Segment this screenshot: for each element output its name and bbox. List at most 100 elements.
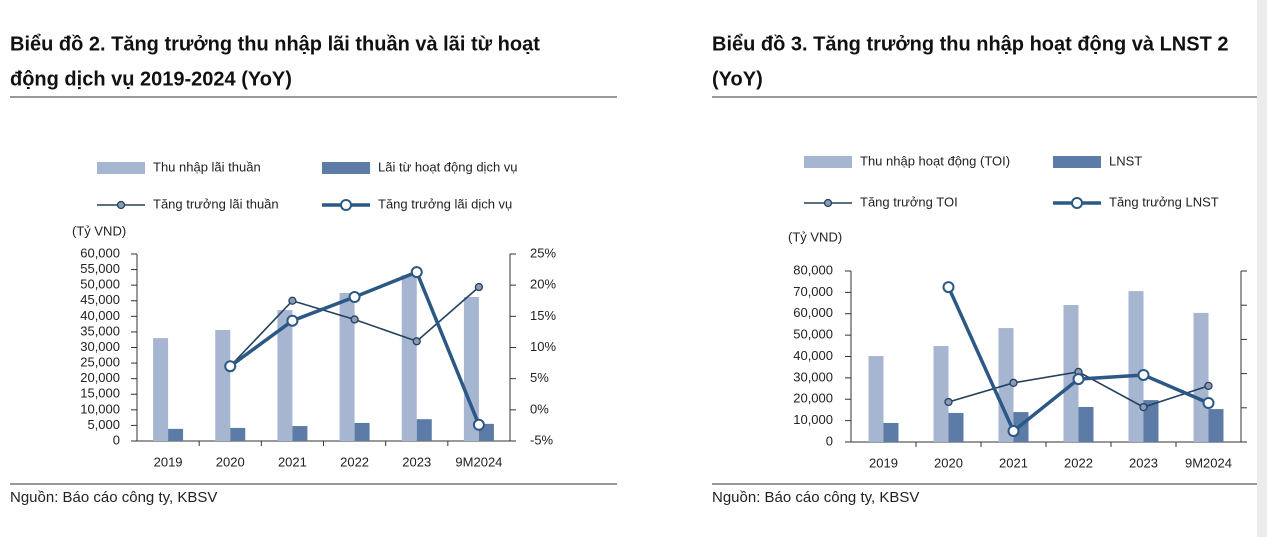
bar: [277, 310, 293, 441]
legend-label: Tăng trưởng TOI: [860, 194, 958, 209]
bar: [1128, 291, 1144, 442]
y-tick-label: 0: [113, 432, 120, 447]
chart-title: Biểu đồ 3. Tăng trưởng thu nhập hoạt độn…: [712, 33, 1228, 55]
bar: [948, 412, 964, 442]
y2-tick-label: 0%: [530, 401, 549, 416]
x-tick-label: 9M2024: [455, 454, 502, 469]
legend-marker: [340, 199, 352, 211]
bar: [1143, 400, 1159, 442]
x-tick-label: 2020: [934, 455, 963, 470]
y-tick-label: 70,000: [793, 284, 833, 299]
legend-swatch: [1053, 156, 1101, 168]
y-tick-label: 45,000: [80, 292, 120, 307]
line-marker: [944, 397, 953, 407]
bar: [339, 292, 355, 441]
bar: [215, 330, 231, 441]
y-tick-label: 55,000: [80, 261, 120, 276]
legend-label: Thu nhập lãi thuần: [153, 159, 261, 174]
y-tick-label: 40,000: [80, 308, 120, 323]
legend-label: Lãi từ hoạt động dịch vụ: [378, 159, 518, 174]
x-tick-label: 2020: [216, 454, 245, 469]
bar: [230, 427, 246, 441]
chart-title: động dịch vụ 2019-2024 (YoY): [10, 68, 292, 90]
legend-swatch: [804, 156, 852, 168]
y-tick-label: 50,000: [793, 327, 833, 342]
x-tick-label: 2019: [869, 455, 898, 470]
y2-tick-label: 5%: [530, 370, 549, 385]
line-marker: [1202, 397, 1215, 410]
legend-label: Tăng trưởng LNST: [1109, 194, 1219, 209]
x-tick-label: 2023: [1129, 455, 1158, 470]
source: Nguồn: Báo cáo công ty, KBSV: [10, 489, 217, 506]
bar: [416, 419, 432, 441]
y-axis-label: (Tỷ VND): [72, 223, 126, 238]
bar: [1208, 409, 1224, 442]
line-marker: [224, 360, 237, 373]
x-tick-label: 2021: [278, 454, 307, 469]
bar: [868, 356, 884, 442]
x-tick-label: 2023: [402, 454, 431, 469]
y-tick-label: 30,000: [80, 339, 120, 354]
bar: [463, 297, 479, 441]
y-tick-label: 50,000: [80, 277, 120, 292]
bar: [883, 422, 899, 442]
y-tick-label: 80,000: [793, 262, 833, 277]
legend-label: Thu nhập hoạt động (TOI): [860, 153, 1010, 168]
legend-swatch: [97, 162, 145, 174]
line-marker: [474, 282, 484, 292]
y-tick-label: 20,000: [793, 391, 833, 406]
x-tick-label: 2021: [999, 455, 1028, 470]
y-tick-label: 5,000: [87, 417, 120, 432]
legend-label: Tăng trưởng lãi dịch vụ: [378, 196, 512, 211]
legend-marker: [116, 200, 126, 210]
bar: [292, 426, 308, 441]
y-tick-label: 10,000: [793, 412, 833, 427]
legend-label: Tăng trưởng lãi thuần: [153, 196, 279, 211]
x-tick-label: 2022: [340, 454, 369, 469]
bar: [933, 346, 949, 442]
line-marker: [412, 337, 421, 346]
bar: [168, 428, 184, 441]
bar: [354, 422, 370, 441]
y2-tick-label: 15%: [530, 308, 556, 323]
y-axis-label: (Tỷ VND): [788, 229, 842, 244]
y-tick-label: 30,000: [793, 369, 833, 384]
line-marker: [1139, 402, 1148, 412]
legend-swatch: [322, 162, 370, 174]
y-tick-label: 60,000: [793, 305, 833, 320]
y-tick-label: 10,000: [80, 401, 120, 416]
legend-marker: [1071, 197, 1083, 209]
line-marker: [1204, 381, 1213, 391]
chart-title: Biểu đồ 2. Tăng trưởng thu nhập lãi thuầ…: [10, 33, 540, 55]
bar: [1078, 406, 1094, 442]
y-tick-label: 40,000: [793, 348, 833, 363]
line-marker: [942, 281, 955, 294]
line-marker: [1007, 425, 1020, 438]
x-tick-label: 2022: [1064, 455, 1093, 470]
legend-marker: [823, 198, 833, 208]
chart-title: (YoY): [712, 68, 763, 90]
y2-tick-label: -5%: [530, 432, 554, 447]
y-tick-label: 15,000: [80, 386, 120, 401]
y2-tick-label: 20%: [530, 277, 556, 292]
x-tick-label: 2019: [154, 454, 183, 469]
y-tick-label: 35,000: [80, 323, 120, 338]
y-tick-label: 20,000: [80, 370, 120, 385]
line-marker: [348, 291, 361, 304]
legend-label: LNST: [1109, 153, 1142, 168]
y2-tick-label: 25%: [530, 245, 556, 260]
y2-tick-label: 10%: [530, 339, 556, 354]
bar: [1193, 312, 1209, 442]
y-tick-label: 0: [826, 433, 833, 448]
line-marker: [472, 418, 485, 431]
line-marker: [1072, 373, 1085, 386]
line-marker: [410, 266, 423, 279]
x-tick-label: 9M2024: [1185, 455, 1232, 470]
bar: [401, 275, 417, 441]
bar: [153, 338, 169, 441]
line-marker: [1009, 378, 1018, 387]
line-marker: [1137, 368, 1150, 381]
line-marker: [286, 314, 299, 327]
y-tick-label: 25,000: [80, 355, 120, 370]
